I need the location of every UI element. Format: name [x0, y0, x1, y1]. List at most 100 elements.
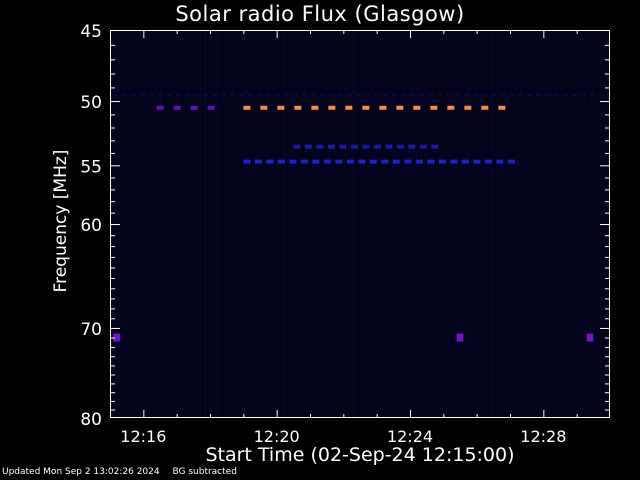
noise-stripe [552, 32, 554, 416]
y-axis-ticks: 45 50 55 60 70 80 [80, 22, 610, 430]
signal-dash [329, 94, 334, 97]
noise-stripe [508, 32, 510, 416]
noise-stripe [520, 32, 522, 416]
signal-dash [131, 94, 136, 97]
noise-stripe [320, 32, 322, 416]
noise-stripe [328, 32, 330, 416]
noise-stripe [392, 32, 394, 416]
signal-dash [347, 94, 352, 97]
noise-stripe [368, 32, 370, 416]
signal-dash [396, 105, 404, 110]
signal-band [586, 333, 594, 342]
signal-dash [527, 94, 532, 97]
signal-dash [481, 105, 489, 110]
signal-dash [328, 105, 336, 110]
signal-dash [396, 144, 404, 149]
noise-stripe [184, 32, 186, 416]
signal-dash [491, 94, 496, 97]
signal-dash [446, 94, 451, 97]
signal-dash [113, 94, 118, 97]
x-axis-ticks: 12:16 12:20 12:24 12:28 [120, 30, 578, 446]
signal-dash [518, 94, 523, 97]
signal-dash [293, 94, 298, 97]
signal-dash [507, 159, 515, 164]
y-tick-label: 50 [80, 93, 102, 113]
signal-dash [500, 94, 505, 97]
noise-stripe [340, 32, 342, 416]
signal-dash [350, 144, 358, 149]
noise-stripe [524, 32, 526, 416]
noise-stripe [388, 32, 390, 416]
signal-dash [438, 159, 446, 164]
noise-stripe [124, 32, 126, 416]
noise-stripe [344, 32, 346, 416]
signal-dash [362, 105, 370, 110]
noise-stripe [336, 32, 338, 416]
signal-dash [230, 94, 235, 97]
signal-dash [410, 94, 415, 97]
signal-dash [563, 94, 568, 97]
y-tick-label: 60 [80, 216, 102, 236]
noise-stripe [292, 32, 294, 416]
noise-stripe [284, 32, 286, 416]
signal-dash [484, 159, 492, 164]
noise-stripe [580, 32, 582, 416]
signal-dash [437, 94, 442, 97]
x-tick-label: 12:20 [254, 427, 300, 446]
signal-dash [302, 94, 307, 97]
signal-dash [356, 94, 361, 97]
noise-stripe [128, 32, 130, 416]
signal-dash [320, 94, 325, 97]
noise-stripe [556, 32, 558, 416]
noise-stripe [440, 32, 442, 416]
noise-stripe [364, 32, 366, 416]
signal-dash [428, 94, 433, 97]
signal-dash [243, 159, 251, 164]
signal-dash [239, 94, 244, 97]
signal-dash [346, 159, 354, 164]
signal-dash [358, 159, 366, 164]
signal-dash [430, 105, 438, 110]
signal-dash [369, 159, 377, 164]
y-tick-label: 55 [80, 157, 102, 177]
noise-stripe [216, 32, 218, 416]
noise-stripe [464, 32, 466, 416]
noise-stripe [460, 32, 462, 416]
noise-stripe [404, 32, 406, 416]
signal-dash [419, 94, 424, 97]
bg-note: BG subtracted [172, 467, 237, 477]
noise-stripe [400, 32, 402, 416]
noise-stripe [536, 32, 538, 416]
noise-stripe [564, 32, 566, 416]
signal-dash [365, 94, 370, 97]
signal-dash [335, 159, 343, 164]
signal-dash [374, 94, 379, 97]
noise-stripe [160, 32, 162, 416]
footer: Updated Mon Sep 2 13:02:26 2024 BG subtr… [2, 467, 247, 477]
signal-dash [167, 94, 172, 97]
x-tick-label: 12:24 [387, 427, 433, 446]
noise-stripe [300, 32, 302, 416]
noise-stripe [288, 32, 290, 416]
signal-dash [277, 159, 285, 164]
noise-stripe [220, 32, 222, 416]
signal-dash [260, 105, 268, 110]
noise-stripe [268, 32, 270, 416]
signal-bands [113, 94, 604, 342]
signal-dash [248, 94, 253, 97]
noise-stripe [352, 32, 354, 416]
signal-dash [455, 94, 460, 97]
noise-stripe [468, 32, 470, 416]
noise-stripe [384, 32, 386, 416]
signal-dash [415, 159, 423, 164]
signal-dash [381, 159, 389, 164]
noise-stripe [396, 32, 398, 416]
signal-band [456, 333, 464, 342]
signal-dash [599, 94, 604, 97]
signal-dash [254, 159, 262, 164]
noise-stripe [212, 32, 214, 416]
noise-stripe [512, 32, 514, 416]
noise-stripe [140, 32, 142, 416]
noise-stripe [408, 32, 410, 416]
signal-dash [408, 144, 416, 149]
